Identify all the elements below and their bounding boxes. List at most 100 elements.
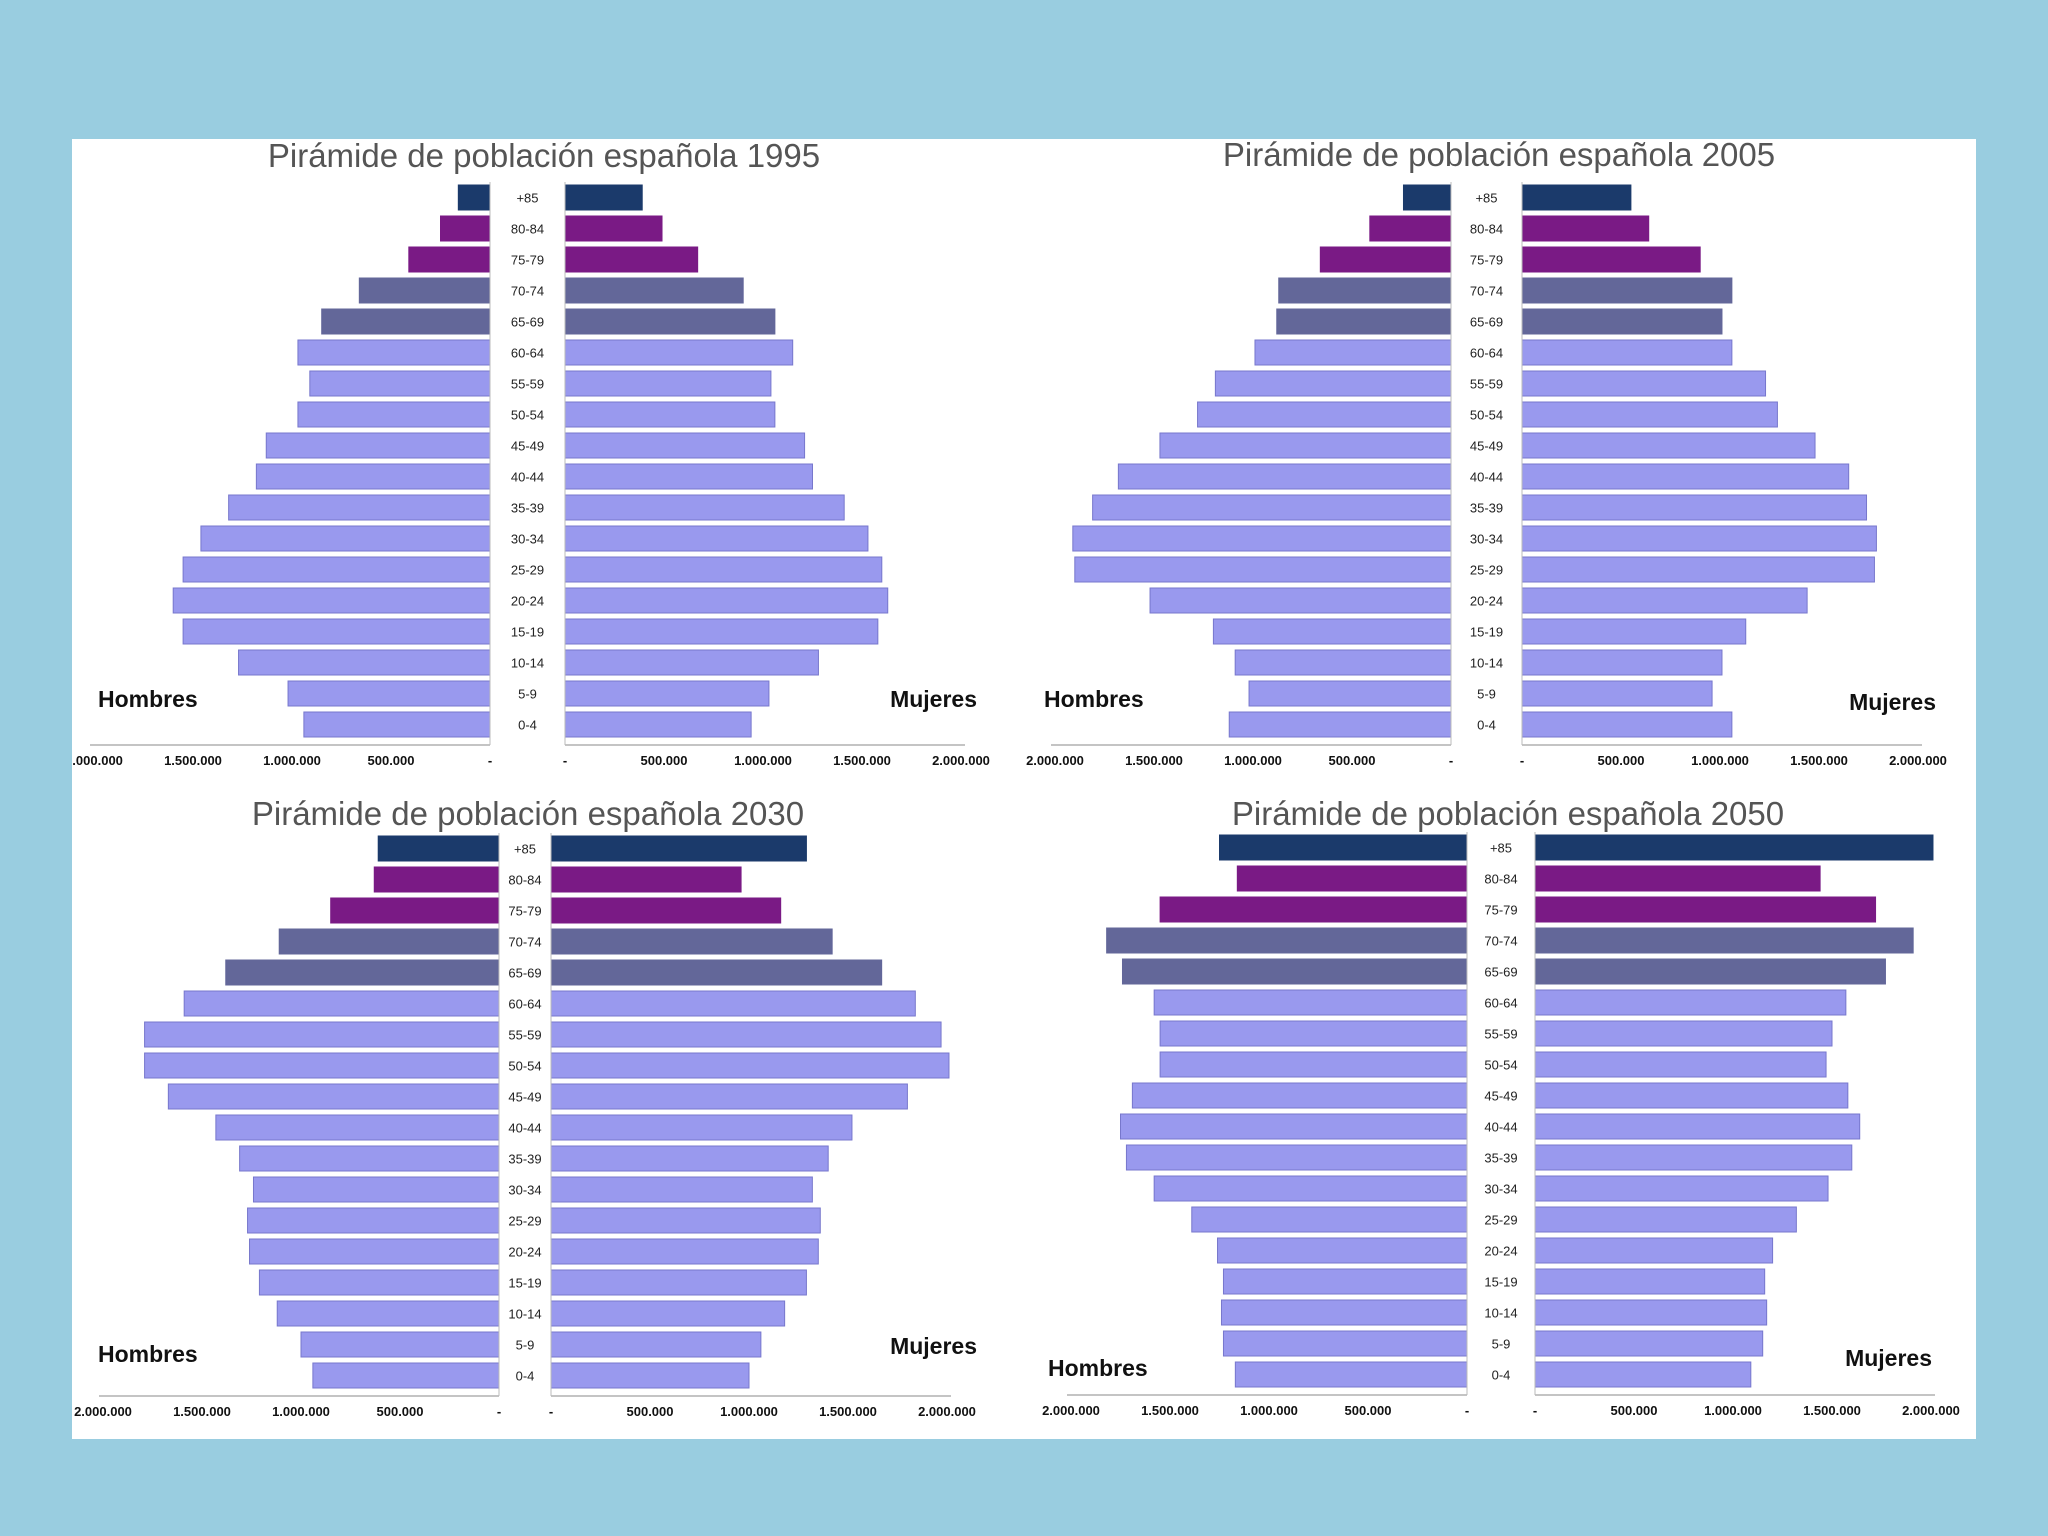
age-label: 5-9 [516,1338,535,1353]
age-label: 45-49 [511,439,544,454]
age-label: 5-9 [518,687,537,702]
age-label: 0-4 [1477,718,1496,733]
bar-hombres-35-39 [1125,1144,1468,1171]
chart-title: Pirámide de población española 2005 [1223,139,1775,173]
pyramid-svg-2005: Pirámide de población española 2005 +85 80… [1026,139,1947,768]
bar-mujeres-+85 [1521,184,1632,211]
bar-mujeres-75-79 [1534,896,1877,923]
bar-hombres-60-64 [1254,339,1452,366]
bar-hombres-15-19 [182,618,491,645]
age-label: 30-34 [508,1183,541,1198]
age-label: 35-39 [511,501,544,516]
age-label: 0-4 [1492,1368,1511,1383]
tick-label-hombres: 1.500.000 [1141,1403,1199,1418]
age-label: 80-84 [508,873,541,888]
age-label: 15-19 [508,1276,541,1291]
age-label: 30-34 [1470,532,1503,547]
age-label: 65-69 [508,966,541,981]
bar-mujeres-35-39 [550,1145,829,1172]
age-label: 80-84 [511,222,544,237]
bar-mujeres-15-19 [1521,618,1747,645]
bar-mujeres-70-74 [1534,927,1914,954]
tick-label-hombres: 2.000.000 [74,1404,132,1419]
bar-mujeres-50-54 [1534,1051,1827,1078]
bar-hombres-50-54 [144,1052,500,1079]
age-label: 40-44 [1484,1120,1517,1135]
tick-label-hombres: 1.000.000 [263,753,321,768]
bar-mujeres-70-74 [550,928,833,955]
bar-mujeres-5-9 [550,1331,762,1358]
bar-hombres-35-39 [239,1145,500,1172]
bar-hombres-10-14 [276,1300,500,1327]
age-label: 5-9 [1492,1337,1511,1352]
bar-mujeres-60-64 [564,339,794,366]
tick-label-mujeres: 1.500.000 [819,1404,877,1419]
bar-mujeres-45-49 [564,432,806,459]
bar-mujeres-50-54 [564,401,776,428]
bar-hombres-20-24 [172,587,491,614]
bar-mujeres-30-34 [564,525,869,552]
age-label: 15-19 [1470,625,1503,640]
bar-mujeres-40-44 [1521,463,1850,490]
age-label: 5-9 [1477,687,1496,702]
tick-label-hombres: 2.000.000 [1042,1403,1100,1418]
bar-hombres-0-4 [303,711,491,738]
tick-label-mujeres: 2.000.000 [932,753,990,768]
bar-mujeres-5-9 [564,680,770,707]
bar-hombres-35-39 [1092,494,1452,521]
bar-mujeres-20-24 [1521,587,1808,614]
bar-hombres-25-29 [247,1207,500,1234]
age-label: 35-39 [508,1152,541,1167]
age-label: 0-4 [518,718,537,733]
bar-mujeres-15-19 [550,1269,807,1296]
bar-hombres-30-34 [200,525,491,552]
bar-mujeres-0-4 [1534,1361,1752,1388]
bar-hombres-30-34 [1153,1175,1468,1202]
bar-hombres-70-74 [358,277,491,304]
bar-hombres-30-34 [1072,525,1452,552]
bar-hombres-20-24 [1149,587,1452,614]
tick-label-hombres: 1.000.000 [272,1404,330,1419]
bar-hombres-10-14 [238,649,491,676]
bar-hombres-40-44 [255,463,491,490]
bar-hombres-15-19 [1222,1268,1468,1295]
bar-mujeres-40-44 [550,1114,853,1141]
label-mujeres: Mujeres [890,1333,977,1359]
tick-label-mujeres: 1.000.000 [720,1404,778,1419]
tick-label-mujeres: 500.000 [627,1404,674,1419]
age-label: 35-39 [1484,1151,1517,1166]
bar-mujeres-10-14 [550,1300,786,1327]
bar-hombres-50-54 [297,401,491,428]
bar-mujeres-75-79 [550,897,782,924]
tick-label-mujeres: 1.000.000 [1704,1403,1762,1418]
age-label: 20-24 [1470,594,1503,609]
pyramid-chart-2030: Pirámide de población española 2030 +85 80… [72,789,1024,1439]
bar-mujeres-0-4 [1521,711,1733,738]
age-label: 20-24 [1484,1244,1517,1259]
bar-hombres-40-44 [1120,1113,1468,1140]
bar-mujeres-35-39 [1534,1144,1853,1171]
bar-mujeres-45-49 [1534,1082,1849,1109]
bar-hombres-0-4 [312,1362,500,1389]
bar-mujeres-80-84 [1521,215,1650,242]
bar-mujeres-40-44 [1534,1113,1861,1140]
tick-label-mujeres: - [549,1404,553,1419]
chart-grid: Pirámide de población española 1995 +85 80… [72,139,1976,1439]
bar-mujeres-60-64 [550,990,916,1017]
tick-label-mujeres: - [1520,753,1524,768]
tick-label-mujeres: 1.000.000 [734,753,792,768]
tick-label-hombres: 500.000 [1329,753,1376,768]
tick-label-hombres: 2.000.000 [1026,753,1084,768]
bar-mujeres-5-9 [1534,1330,1764,1357]
age-label: 65-69 [1484,965,1517,980]
tick-label-hombres: 1.000.000 [1224,753,1282,768]
bar-hombres-15-19 [258,1269,500,1296]
bar-mujeres-40-44 [564,463,813,490]
label-hombres: Hombres [98,1341,198,1367]
bar-mujeres-20-24 [550,1238,819,1265]
age-label: +85 [514,842,536,857]
bar-mujeres-80-84 [1534,865,1821,892]
age-label: 40-44 [511,470,544,485]
age-label: 0-4 [516,1369,535,1384]
age-label: 50-54 [1484,1058,1517,1073]
